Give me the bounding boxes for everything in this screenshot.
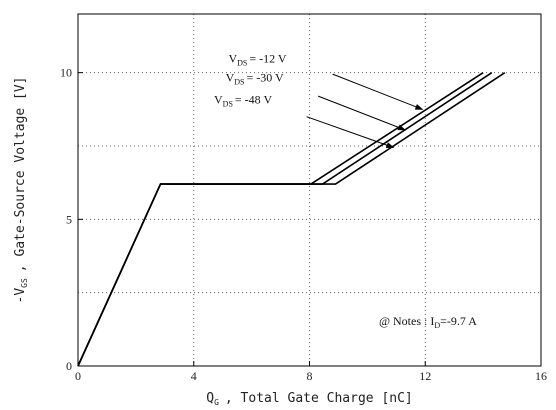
y-axis-label: -VGS, Gate-Source Voltage [V] [13,77,29,304]
annotation-label: VDS = -12 V [228,51,286,67]
annotation-label: VDS = -48 V [214,92,272,108]
test-condition-note: @ Notes : ID=-9.7 A [379,314,477,330]
x-tick-label: 12 [419,369,431,383]
x-axis-label: QG, Total Gate Charge [nC] [206,391,413,407]
y-tick-label: 0 [66,359,72,373]
series-line [77,72,506,367]
y-tick-label: 10 [60,66,72,80]
grid [78,14,541,366]
annotation-arrow [306,116,395,148]
x-tick-label: 0 [75,369,81,383]
annotation-label: VDS = -30 V [226,70,284,86]
x-tick-label: 16 [535,369,547,383]
annotation-arrow [332,73,424,110]
annotations: VDS = -12 V VDS = -30 V VDS = -48 V [214,51,424,148]
x-tick-label: 4 [191,369,197,383]
axis-ticks: 0 4 8 12 16 0 5 10 [60,66,547,383]
annotation-arrow [318,95,406,131]
x-tick-label: 8 [307,369,313,383]
y-tick-label: 5 [66,212,72,226]
series-lines [77,72,506,367]
